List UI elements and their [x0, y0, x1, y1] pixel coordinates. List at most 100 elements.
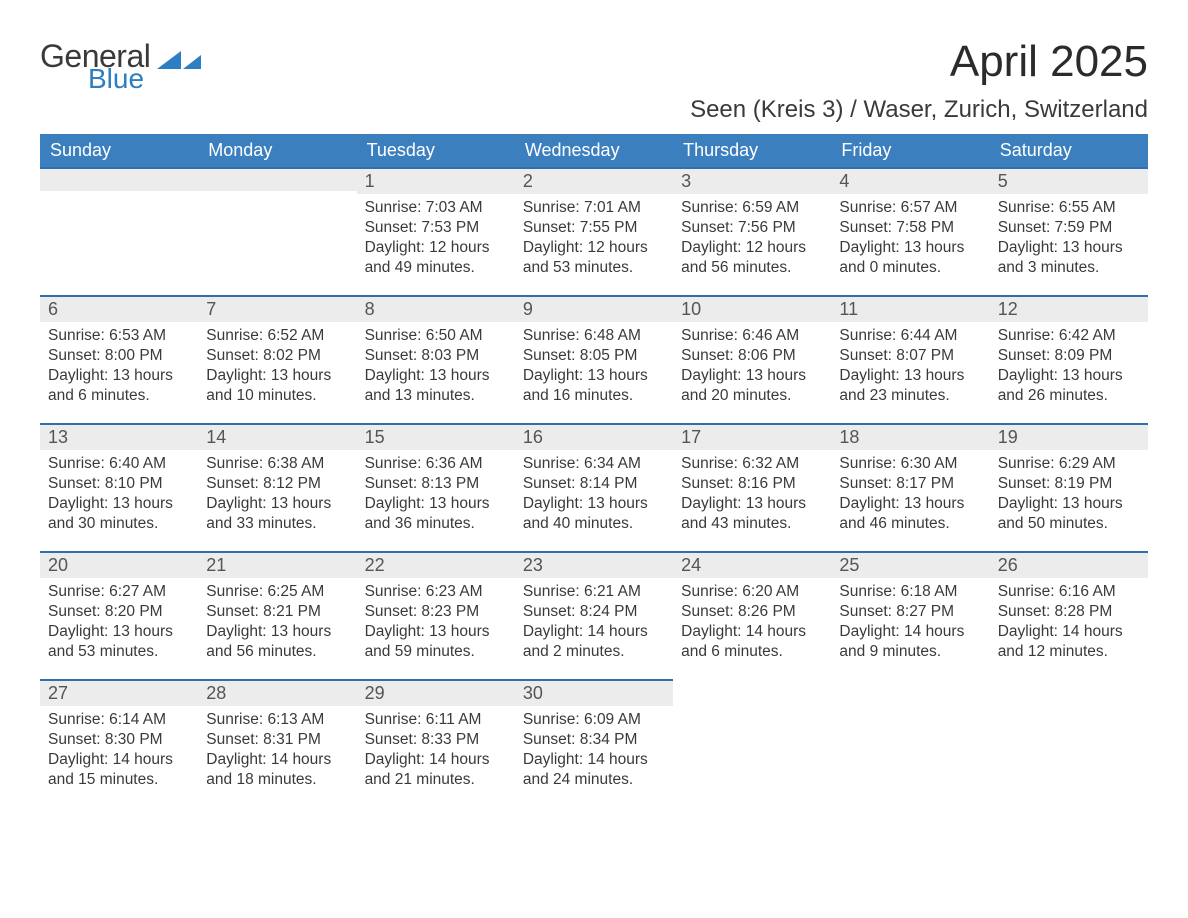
calendar-cell: 14Sunrise: 6:38 AMSunset: 8:12 PMDayligh… [198, 423, 356, 551]
weekday-header: Sunday [40, 134, 198, 167]
day-number: 28 [198, 679, 356, 706]
daylight-line: Daylight: 13 hours and 3 minutes. [998, 238, 1140, 278]
daylight-line: Daylight: 14 hours and 18 minutes. [206, 750, 348, 790]
day-details: Sunrise: 6:20 AMSunset: 8:26 PMDaylight:… [673, 578, 831, 671]
calendar-cell: 29Sunrise: 6:11 AMSunset: 8:33 PMDayligh… [357, 679, 515, 807]
day-details: Sunrise: 6:52 AMSunset: 8:02 PMDaylight:… [198, 322, 356, 415]
daylight-line: Daylight: 14 hours and 12 minutes. [998, 622, 1140, 662]
day-number: 11 [831, 295, 989, 322]
daylight-line: Daylight: 13 hours and 40 minutes. [523, 494, 665, 534]
day-number: 17 [673, 423, 831, 450]
calendar-cell: 25Sunrise: 6:18 AMSunset: 8:27 PMDayligh… [831, 551, 989, 679]
day-number: 20 [40, 551, 198, 578]
sunset-line: Sunset: 8:06 PM [681, 346, 823, 366]
header-row: General Blue April 2025 Seen (Kreis 3) /… [40, 40, 1148, 134]
sunrise-line: Sunrise: 6:25 AM [206, 582, 348, 602]
calendar-cell: 15Sunrise: 6:36 AMSunset: 8:13 PMDayligh… [357, 423, 515, 551]
daylight-line: Daylight: 13 hours and 59 minutes. [365, 622, 507, 662]
daylight-line: Daylight: 13 hours and 30 minutes. [48, 494, 190, 534]
sunrise-line: Sunrise: 6:27 AM [48, 582, 190, 602]
day-number: 23 [515, 551, 673, 578]
weekday-header: Saturday [990, 134, 1148, 167]
calendar-cell: 20Sunrise: 6:27 AMSunset: 8:20 PMDayligh… [40, 551, 198, 679]
sunrise-line: Sunrise: 6:18 AM [839, 582, 981, 602]
day-details: Sunrise: 6:34 AMSunset: 8:14 PMDaylight:… [515, 450, 673, 543]
day-details: Sunrise: 6:44 AMSunset: 8:07 PMDaylight:… [831, 322, 989, 415]
day-details: Sunrise: 6:48 AMSunset: 8:05 PMDaylight:… [515, 322, 673, 415]
day-details: Sunrise: 6:16 AMSunset: 8:28 PMDaylight:… [990, 578, 1148, 671]
calendar-week-row: 13Sunrise: 6:40 AMSunset: 8:10 PMDayligh… [40, 423, 1148, 551]
brand-logo: General Blue [40, 40, 201, 93]
daylight-line: Daylight: 13 hours and 10 minutes. [206, 366, 348, 406]
calendar-cell [40, 167, 198, 295]
sunset-line: Sunset: 8:24 PM [523, 602, 665, 622]
page-title: April 2025 [690, 40, 1148, 84]
day-details: Sunrise: 6:18 AMSunset: 8:27 PMDaylight:… [831, 578, 989, 671]
calendar-cell: 6Sunrise: 6:53 AMSunset: 8:00 PMDaylight… [40, 295, 198, 423]
sunset-line: Sunset: 7:55 PM [523, 218, 665, 238]
day-details: Sunrise: 6:46 AMSunset: 8:06 PMDaylight:… [673, 322, 831, 415]
day-number: 2 [515, 167, 673, 194]
day-details: Sunrise: 6:23 AMSunset: 8:23 PMDaylight:… [357, 578, 515, 671]
daylight-line: Daylight: 14 hours and 24 minutes. [523, 750, 665, 790]
day-details: Sunrise: 6:27 AMSunset: 8:20 PMDaylight:… [40, 578, 198, 671]
day-details: Sunrise: 6:30 AMSunset: 8:17 PMDaylight:… [831, 450, 989, 543]
day-details: Sunrise: 6:14 AMSunset: 8:30 PMDaylight:… [40, 706, 198, 799]
day-details: Sunrise: 6:57 AMSunset: 7:58 PMDaylight:… [831, 194, 989, 287]
day-number: 14 [198, 423, 356, 450]
sunset-line: Sunset: 8:23 PM [365, 602, 507, 622]
sunrise-line: Sunrise: 6:36 AM [365, 454, 507, 474]
daylight-line: Daylight: 14 hours and 21 minutes. [365, 750, 507, 790]
weekday-header: Wednesday [515, 134, 673, 167]
day-number: 1 [357, 167, 515, 194]
sunrise-line: Sunrise: 7:03 AM [365, 198, 507, 218]
sunrise-line: Sunrise: 6:59 AM [681, 198, 823, 218]
calendar-cell: 5Sunrise: 6:55 AMSunset: 7:59 PMDaylight… [990, 167, 1148, 295]
sunrise-line: Sunrise: 6:53 AM [48, 326, 190, 346]
calendar-cell: 18Sunrise: 6:30 AMSunset: 8:17 PMDayligh… [831, 423, 989, 551]
calendar-cell: 11Sunrise: 6:44 AMSunset: 8:07 PMDayligh… [831, 295, 989, 423]
sunset-line: Sunset: 8:33 PM [365, 730, 507, 750]
sunrise-line: Sunrise: 6:30 AM [839, 454, 981, 474]
sunset-line: Sunset: 8:12 PM [206, 474, 348, 494]
day-details: Sunrise: 6:09 AMSunset: 8:34 PMDaylight:… [515, 706, 673, 799]
daylight-line: Daylight: 13 hours and 6 minutes. [48, 366, 190, 406]
sunrise-line: Sunrise: 6:57 AM [839, 198, 981, 218]
sunset-line: Sunset: 8:09 PM [998, 346, 1140, 366]
sunrise-line: Sunrise: 6:09 AM [523, 710, 665, 730]
calendar-cell: 1Sunrise: 7:03 AMSunset: 7:53 PMDaylight… [357, 167, 515, 295]
calendar-cell: 4Sunrise: 6:57 AMSunset: 7:58 PMDaylight… [831, 167, 989, 295]
daylight-line: Daylight: 13 hours and 46 minutes. [839, 494, 981, 534]
daylight-line: Daylight: 13 hours and 16 minutes. [523, 366, 665, 406]
calendar-week-row: 20Sunrise: 6:27 AMSunset: 8:20 PMDayligh… [40, 551, 1148, 679]
sunrise-line: Sunrise: 6:46 AM [681, 326, 823, 346]
sunset-line: Sunset: 8:30 PM [48, 730, 190, 750]
calendar-cell: 9Sunrise: 6:48 AMSunset: 8:05 PMDaylight… [515, 295, 673, 423]
day-details: Sunrise: 6:13 AMSunset: 8:31 PMDaylight:… [198, 706, 356, 799]
sunset-line: Sunset: 8:03 PM [365, 346, 507, 366]
weekday-header: Monday [198, 134, 356, 167]
day-number: 26 [990, 551, 1148, 578]
sunrise-line: Sunrise: 6:13 AM [206, 710, 348, 730]
day-number: 24 [673, 551, 831, 578]
calendar-cell: 26Sunrise: 6:16 AMSunset: 8:28 PMDayligh… [990, 551, 1148, 679]
day-number: 30 [515, 679, 673, 706]
sunset-line: Sunset: 8:28 PM [998, 602, 1140, 622]
weekday-header: Thursday [673, 134, 831, 167]
title-block: April 2025 Seen (Kreis 3) / Waser, Zuric… [690, 40, 1148, 134]
day-number: 25 [831, 551, 989, 578]
sunrise-line: Sunrise: 6:55 AM [998, 198, 1140, 218]
daylight-line: Daylight: 14 hours and 9 minutes. [839, 622, 981, 662]
calendar-cell [990, 679, 1148, 807]
sunset-line: Sunset: 8:02 PM [206, 346, 348, 366]
page: General Blue April 2025 Seen (Kreis 3) /… [0, 0, 1188, 918]
sunset-line: Sunset: 8:20 PM [48, 602, 190, 622]
sunrise-line: Sunrise: 6:40 AM [48, 454, 190, 474]
day-number: 27 [40, 679, 198, 706]
day-details: Sunrise: 6:59 AMSunset: 7:56 PMDaylight:… [673, 194, 831, 287]
daylight-line: Daylight: 12 hours and 53 minutes. [523, 238, 665, 278]
daylight-line: Daylight: 14 hours and 2 minutes. [523, 622, 665, 662]
sunset-line: Sunset: 8:05 PM [523, 346, 665, 366]
day-details: Sunrise: 7:03 AMSunset: 7:53 PMDaylight:… [357, 194, 515, 287]
calendar-cell: 16Sunrise: 6:34 AMSunset: 8:14 PMDayligh… [515, 423, 673, 551]
